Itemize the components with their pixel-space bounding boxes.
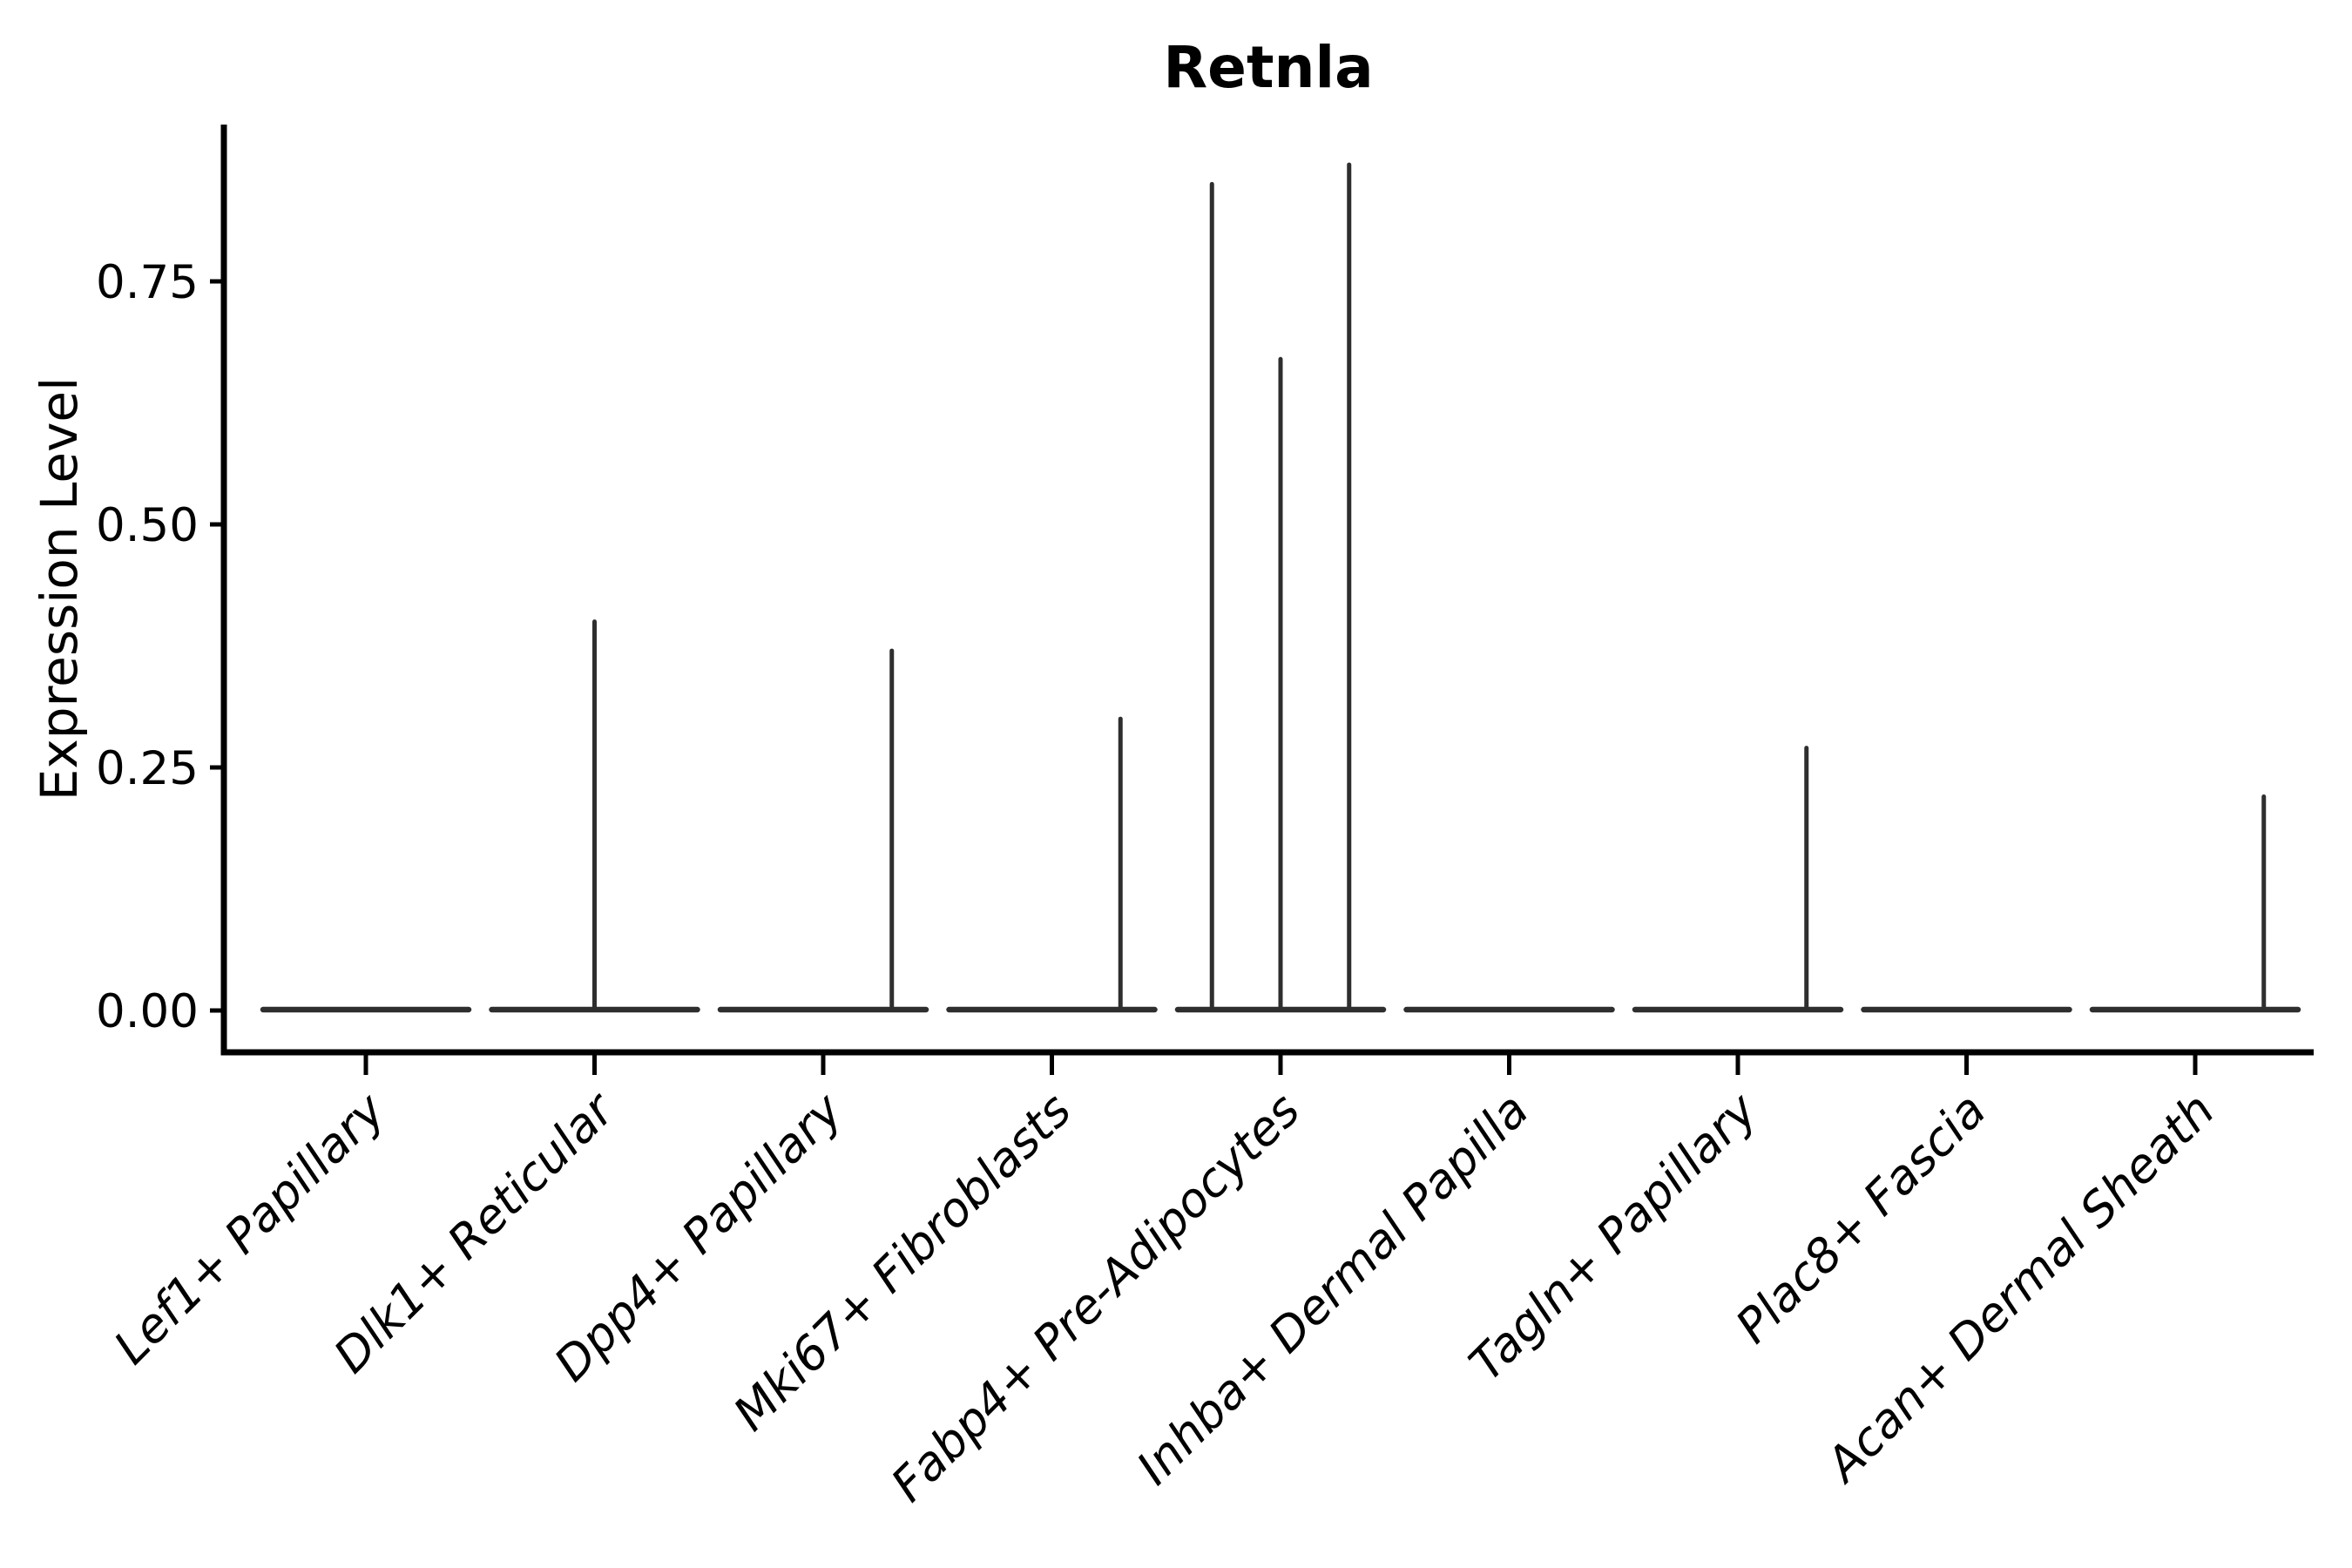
- axes-layer: [210, 125, 2314, 1075]
- violin-layer: [260, 162, 2301, 1013]
- y-axis-label: Expression Level: [30, 377, 89, 801]
- y-tick-label: 0.00: [96, 985, 199, 1038]
- y-tick-label: 0.75: [96, 256, 199, 309]
- chart-title: Retnla: [1163, 34, 1373, 101]
- x-tick-label: Acan+ Dermal Sheath: [1814, 1083, 2225, 1494]
- x-tick-label: Inhba+ Dermal Papilla: [1126, 1083, 1539, 1496]
- y-tick-label: 0.25: [96, 742, 199, 795]
- x-tick-label: Fabp4+ Pre-Adipocytes: [881, 1083, 1310, 1512]
- y-tick-label: 0.50: [96, 499, 199, 552]
